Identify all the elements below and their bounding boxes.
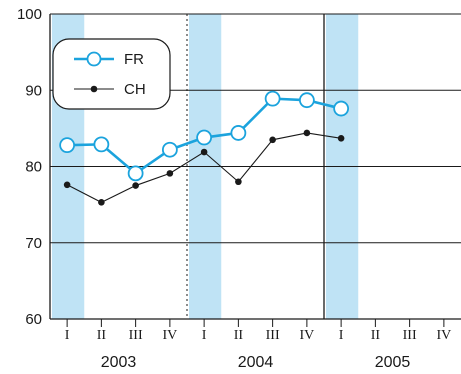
quarter-label-1: II xyxy=(97,328,107,343)
series-ch-point-4 xyxy=(200,148,208,156)
series-ch-point-0 xyxy=(63,181,71,189)
legend-item-fr: FR xyxy=(74,51,144,68)
legend-fr-marker xyxy=(86,51,102,67)
year-label-2005: 2005 xyxy=(375,354,411,371)
series-ch-point-8 xyxy=(337,134,345,142)
series-ch xyxy=(63,129,345,206)
legend-item-ch: CH xyxy=(74,81,146,98)
quarter-label-8: I xyxy=(339,328,344,343)
y-tick-label-80: 80 xyxy=(25,159,42,176)
series-ch-point-3 xyxy=(166,170,174,177)
plot-frame xyxy=(49,14,461,320)
quarter-label-7: IV xyxy=(299,328,314,343)
quarter-label-0: I xyxy=(65,328,70,343)
series-ch-point-6 xyxy=(269,136,276,144)
legend: FR CH xyxy=(52,38,171,110)
series-fr-point-4 xyxy=(196,129,213,146)
year-label-2003: 2003 xyxy=(101,354,137,371)
series-fr xyxy=(59,90,350,182)
quarter-label-4: I xyxy=(202,328,207,343)
series-ch-point-7 xyxy=(303,129,311,137)
legend-box xyxy=(52,38,171,110)
series-fr-point-6 xyxy=(264,90,281,107)
series-fr-point-5 xyxy=(230,125,247,141)
quarter-label-2: III xyxy=(129,328,143,343)
y-tick-label-60: 60 xyxy=(25,311,42,328)
legend-ch-marker xyxy=(90,85,98,93)
y-tick-label-70: 70 xyxy=(25,235,42,252)
quarter-label-11: IV xyxy=(436,328,451,343)
y-tick-labels: 60 70 80 90 100 xyxy=(17,6,42,328)
legend-fr-label: FR xyxy=(124,51,144,68)
quarter-label-5: II xyxy=(234,328,244,343)
legend-ch-label: CH xyxy=(124,81,146,98)
y-tick-label-100: 100 xyxy=(17,6,42,23)
y-tick-label-90: 90 xyxy=(25,82,42,99)
series-fr-point-0 xyxy=(59,137,76,154)
series-fr-point-7 xyxy=(298,92,315,109)
series-fr-point-1 xyxy=(93,136,110,153)
year-separators xyxy=(186,14,325,319)
series-fr-point-8 xyxy=(333,100,350,117)
series-fr-point-2 xyxy=(127,165,144,182)
series-ch-point-5 xyxy=(235,178,242,186)
quarter-label-6: III xyxy=(266,328,280,343)
series-ch-point-2 xyxy=(132,182,139,189)
quarter-label-10: III xyxy=(403,328,417,343)
quarter-label-9: II xyxy=(371,328,381,343)
series-fr-point-3 xyxy=(161,141,178,158)
year-label-2004: 2004 xyxy=(238,354,274,371)
series-ch-point-1 xyxy=(98,199,105,206)
quarter-label-3: IV xyxy=(162,328,177,343)
